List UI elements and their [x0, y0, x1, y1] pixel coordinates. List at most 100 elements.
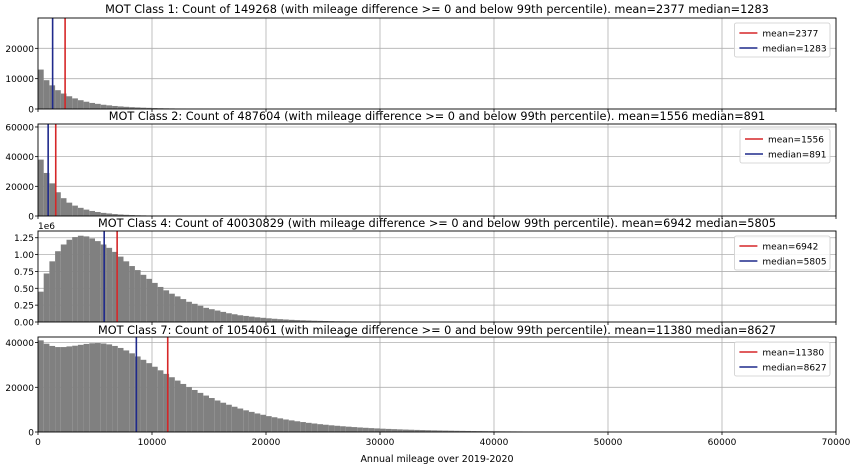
histogram-bar	[277, 319, 284, 322]
histogram-bar	[323, 424, 329, 432]
histogram-bar	[95, 343, 101, 432]
histogram-bar	[157, 286, 164, 322]
histogram-bar	[129, 266, 135, 322]
histogram-bar	[129, 215, 135, 216]
histogram-bar	[334, 425, 341, 432]
x-axis-label: Annual mileage over 2019-2020	[360, 454, 513, 465]
axes-frame	[37, 336, 837, 433]
subplot-3: MOT Class 4: Count of 40030829 (with mil…	[14, 217, 837, 329]
y-tick-label: 0	[28, 106, 34, 116]
histogram-bar	[271, 318, 278, 322]
histogram-bar	[66, 96, 73, 109]
histogram-bar	[38, 159, 44, 216]
y-tick-label: 20000	[5, 45, 34, 55]
histogram-bar	[317, 320, 323, 322]
histogram-bar	[237, 315, 244, 322]
histogram-bar	[60, 198, 67, 216]
histogram-bar	[220, 402, 227, 432]
histogram-bar	[288, 420, 295, 432]
histogram-bar	[117, 256, 124, 322]
histogram-bar	[288, 319, 295, 322]
histogram-bar	[89, 238, 95, 322]
x-tick-label: 70000	[822, 438, 850, 448]
histogram-bar	[203, 307, 209, 322]
histogram-bar	[254, 413, 261, 432]
histogram-bar	[431, 430, 437, 432]
histogram-bar	[55, 90, 61, 109]
histogram-bar	[414, 429, 420, 432]
histogram-bar	[83, 101, 90, 109]
histogram-bar	[197, 392, 204, 432]
histogram-bar	[146, 278, 152, 322]
histogram-bar	[129, 353, 135, 432]
histogram-bar	[243, 315, 249, 322]
histogram-bar	[271, 417, 278, 432]
histogram-bar	[169, 377, 175, 432]
histogram-bar	[89, 210, 95, 216]
histogram-bar	[311, 423, 318, 432]
histogram-bar	[180, 383, 187, 432]
legend: mean=1556 median=891	[739, 128, 831, 164]
histogram-bar	[140, 274, 147, 322]
histogram-bar	[72, 345, 78, 432]
histogram-bar	[408, 429, 415, 432]
legend: mean=6942 median=5805	[734, 235, 831, 271]
histogram-bar	[77, 344, 84, 432]
histogram-bar	[277, 418, 284, 432]
histogram-bar	[163, 373, 170, 432]
subplot-title: MOT Class 7: Count of 1054061 (with mile…	[98, 324, 776, 337]
y-tick-label: 0.25	[14, 302, 34, 312]
histogram-bar	[180, 299, 187, 322]
histogram-bar	[129, 107, 135, 109]
subplot-4: MOT Class 7: Count of 1054061 (with mile…	[5, 324, 850, 465]
subplot-1: MOT Class 1: Count of 149268 (with milea…	[5, 3, 837, 116]
histogram-bar	[83, 209, 90, 216]
histogram-bar	[100, 343, 107, 432]
y-tick-label: 60000	[5, 123, 34, 133]
histogram-bar	[220, 311, 227, 322]
histogram-bar	[83, 343, 90, 432]
histogram-bar	[95, 103, 101, 109]
histogram-bar	[260, 414, 266, 432]
histogram-bar	[368, 428, 375, 432]
histogram-bar	[266, 416, 272, 432]
histogram-bar	[380, 428, 386, 432]
histogram-bar	[186, 301, 192, 322]
y-tick-label: 0.75	[14, 268, 34, 278]
histogram-bar	[203, 395, 209, 432]
histogram-bar	[476, 431, 483, 432]
histogram-bar	[340, 426, 346, 432]
histogram-bar	[437, 430, 443, 432]
histogram-bar	[391, 429, 398, 432]
legend-box	[734, 22, 831, 58]
y-tick-label: 10000	[5, 75, 34, 85]
histogram-bar	[38, 69, 44, 109]
histogram-bar	[66, 202, 73, 216]
histogram-bar	[294, 421, 301, 432]
histogram-bar	[459, 430, 466, 432]
histogram-bar	[106, 213, 113, 216]
histogram-bar	[323, 320, 329, 322]
legend-label: median=1283	[762, 45, 826, 55]
legend: mean=11380 median=8627	[734, 341, 831, 377]
histogram-bar	[89, 102, 95, 109]
axes-frame	[37, 17, 837, 110]
histogram-bar	[146, 107, 152, 109]
histogram-bar	[49, 345, 56, 432]
histogram-bar	[123, 350, 130, 432]
histogram-bar	[77, 235, 84, 322]
histogram-bar	[294, 320, 301, 322]
x-tick-label: 40000	[480, 438, 509, 448]
histogram-bar	[134, 270, 141, 322]
histogram-bar	[231, 406, 238, 432]
histogram-bar	[123, 261, 130, 322]
histogram-bar	[89, 343, 95, 432]
histogram-bar	[38, 291, 44, 322]
histogram-bar	[209, 398, 215, 432]
histogram-bar	[43, 172, 50, 216]
histogram-bar	[419, 430, 426, 432]
axes-frame	[37, 230, 837, 323]
histogram-bar	[117, 106, 124, 109]
histogram-bar	[305, 320, 312, 322]
